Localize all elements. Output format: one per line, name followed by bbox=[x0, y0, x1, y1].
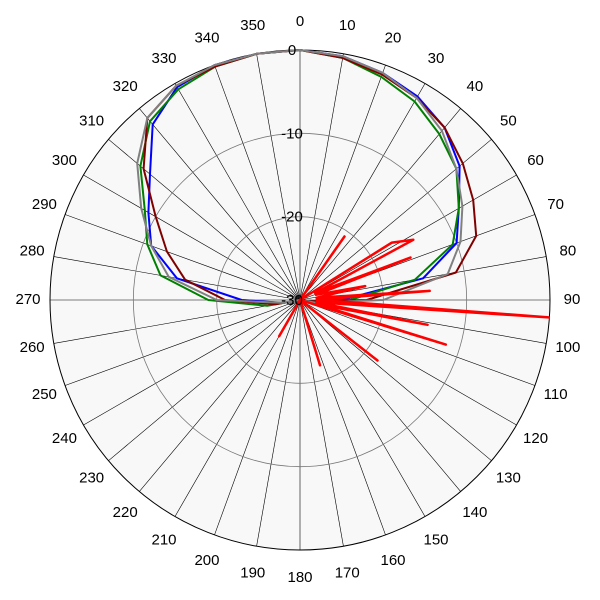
plot-area bbox=[136, 49, 550, 367]
angle-tick-label: 290 bbox=[32, 196, 57, 213]
spoke bbox=[256, 299, 301, 547]
spoke bbox=[256, 53, 301, 301]
spoke bbox=[64, 299, 301, 386]
angle-tick-label: 30 bbox=[428, 50, 445, 67]
r-tick-label: -20 bbox=[281, 209, 303, 226]
r-tick-label: -10 bbox=[281, 125, 303, 142]
angle-tick-label: 110 bbox=[544, 386, 568, 403]
spoke bbox=[108, 299, 301, 461]
angle-tick-label: 310 bbox=[79, 112, 104, 129]
angle-tick-label: 190 bbox=[240, 565, 265, 582]
spoke bbox=[214, 64, 301, 301]
spoke bbox=[139, 299, 301, 492]
spoke bbox=[214, 299, 301, 536]
spoke bbox=[299, 83, 426, 301]
angle-tick-label: 90 bbox=[564, 291, 581, 308]
spoke bbox=[299, 64, 386, 301]
spoke bbox=[174, 83, 301, 301]
angle-tick-label: 60 bbox=[527, 152, 544, 169]
angle-tick-label: 130 bbox=[496, 470, 521, 487]
angle-tick-label: 210 bbox=[151, 532, 176, 549]
angle-tick-label: 140 bbox=[462, 504, 487, 521]
labels: 0 10 20 30 40 50 60 70 80 90 100 110 120 130 140 150 160… bbox=[15, 13, 580, 586]
spoke bbox=[139, 108, 301, 301]
angle-tick-label: 50 bbox=[500, 112, 517, 129]
spoke bbox=[53, 299, 301, 344]
angle-tick-label: 100 bbox=[555, 339, 580, 356]
spoke bbox=[299, 299, 517, 426]
spoke bbox=[299, 174, 517, 301]
angle-tick-label: 170 bbox=[335, 565, 360, 582]
spoke bbox=[299, 299, 536, 386]
angle-tick-label: 120 bbox=[523, 430, 548, 447]
angle-tick-label: 280 bbox=[20, 243, 45, 260]
angle-tick-label: 180 bbox=[287, 569, 312, 586]
angle-tick-label: 0 bbox=[296, 13, 304, 30]
angle-tick-label: 160 bbox=[381, 552, 406, 569]
grid-ring bbox=[132, 132, 468, 468]
angle-tick-label: 240 bbox=[52, 430, 77, 447]
spoke bbox=[83, 299, 301, 426]
angle-tick-label: 220 bbox=[113, 504, 138, 521]
spoke bbox=[299, 53, 344, 301]
series-line bbox=[277, 235, 550, 367]
r-tick-label: -30 bbox=[281, 292, 303, 309]
angle-tick-label: 80 bbox=[560, 243, 577, 260]
spoke bbox=[64, 214, 301, 301]
spoke bbox=[299, 299, 426, 517]
angle-tick-label: 270 bbox=[15, 291, 40, 308]
angle-tick-label: 20 bbox=[385, 30, 402, 47]
angle-tick-label: 330 bbox=[151, 50, 176, 67]
spoke bbox=[83, 174, 301, 301]
angle-tick-label: 230 bbox=[79, 470, 104, 487]
angle-tick-label: 300 bbox=[52, 152, 77, 169]
angle-tick-label: 340 bbox=[194, 30, 219, 47]
spoke bbox=[299, 299, 461, 492]
angle-tick-label: 320 bbox=[113, 78, 138, 95]
angle-tick-label: 10 bbox=[339, 17, 356, 34]
spoke bbox=[299, 299, 386, 536]
angle-tick-label: 150 bbox=[423, 532, 448, 549]
angle-tick-label: 70 bbox=[547, 196, 564, 213]
angle-tick-label: 350 bbox=[240, 17, 265, 34]
spoke bbox=[299, 299, 492, 461]
spoke bbox=[299, 299, 344, 547]
angle-tick-label: 250 bbox=[32, 386, 57, 403]
spoke bbox=[299, 108, 461, 301]
angle-tick-label: 260 bbox=[20, 339, 45, 356]
angle-tick-label: 40 bbox=[466, 78, 483, 95]
r-tick-label: 0 bbox=[288, 42, 296, 59]
angle-tick-label: 200 bbox=[194, 552, 219, 569]
